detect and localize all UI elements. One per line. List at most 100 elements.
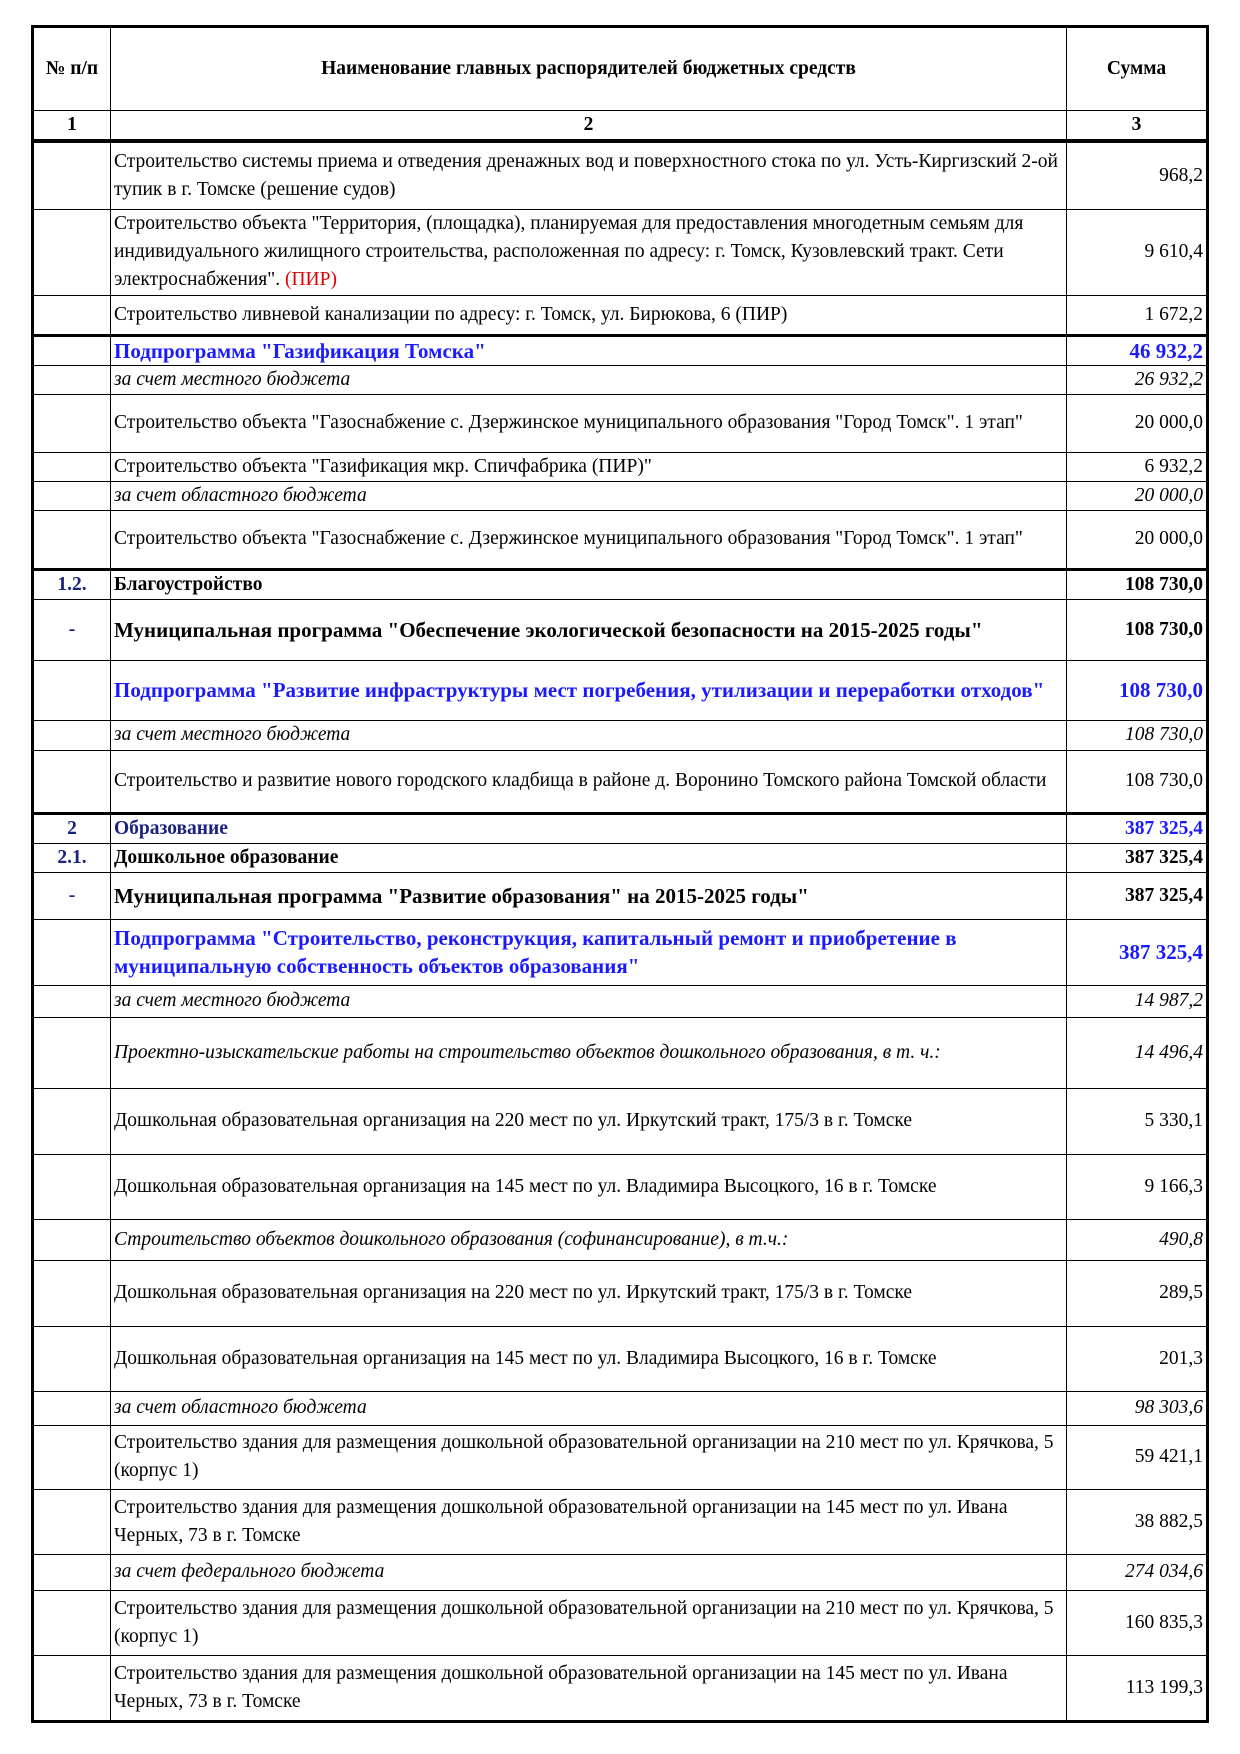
table-row: Строительство объектов дошкольного образ… <box>32 1218 1208 1261</box>
row-name: Муниципальная программа "Обеспечение эко… <box>114 617 983 642</box>
row-name: Дошкольное образование <box>114 846 339 868</box>
row-name-cell: Строительство здания для размещения дошк… <box>110 1424 1067 1490</box>
row-name-cell: Подпрограмма "Развитие инфраструктуры ме… <box>110 659 1067 721</box>
column-number-row: 1 2 3 <box>32 110 1208 143</box>
table-row: - Муниципальная программа "Развитие образ… <box>32 871 1208 920</box>
row-name: Подпрограмма "Строительство, реконструкц… <box>114 926 957 978</box>
row-name: Дошкольная образовательная организация н… <box>114 1347 937 1369</box>
row-name-cell: Строительство здания для размещения дошк… <box>110 1589 1067 1656</box>
row-name-cell: Строительство объекта "Газоснабжение с. … <box>110 509 1067 570</box>
row-number <box>32 294 111 336</box>
row-number: 2.1. <box>32 842 111 873</box>
row-sum: 387 325,4 <box>1066 871 1208 920</box>
table-row: Строительство здания для размещения дошк… <box>32 1589 1208 1656</box>
table-row: Подпрограмма "Строительство, реконструкц… <box>32 918 1208 986</box>
row-sum: 14 987,2 <box>1066 984 1208 1018</box>
row-sum: 160 835,3 <box>1066 1589 1208 1656</box>
table-row: Строительство ливневой канализации по ад… <box>32 294 1208 336</box>
row-sum: 274 034,6 <box>1066 1553 1208 1591</box>
row-name: за счет местного бюджета <box>114 368 351 390</box>
header-name: Наименование главных распорядителей бюдж… <box>110 26 1067 111</box>
table-row: Строительство объекта "Газоснабжение с. … <box>32 509 1208 570</box>
table-row: Строительство объекта "Газификация мкр. … <box>32 451 1208 482</box>
row-name: Подпрограмма "Развитие инфраструктуры ме… <box>114 678 1045 702</box>
row-number <box>32 1325 111 1392</box>
row-name: Строительство системы приема и отведения… <box>114 150 1058 200</box>
row-name-cell: Строительство ливневой канализации по ад… <box>110 294 1067 336</box>
column-number-1: 1 <box>32 110 111 143</box>
row-name: Строительство и развитие нового городско… <box>114 770 1047 791</box>
row-sum: 108 730,0 <box>1066 749 1208 814</box>
row-name-cell: Дошкольное образование <box>110 842 1067 873</box>
row-number <box>32 1424 111 1490</box>
budget-table: № п/п Наименование главных распорядителе… <box>31 25 1209 1723</box>
row-name: Строительство ливневой канализации по ад… <box>114 303 788 325</box>
row-name: Строительство здания для размещения дошк… <box>114 1432 1054 1481</box>
row-number <box>32 1153 111 1220</box>
row-number <box>32 1553 111 1591</box>
row-name: Дошкольная образовательная организация н… <box>114 1110 912 1131</box>
row-name-cell: Строительство объектов дошкольного образ… <box>110 1218 1067 1261</box>
row-sum: 98 303,6 <box>1066 1390 1208 1426</box>
row-number <box>32 509 111 570</box>
row-name: Строительство здания для размещения дошк… <box>114 1496 1008 1546</box>
row-name-cell: Подпрограмма "Строительство, реконструкц… <box>110 918 1067 986</box>
row-name-cell: за счет местного бюджета <box>110 364 1067 395</box>
row-name: за счет областного бюджета <box>114 1397 367 1418</box>
header-sum: Сумма <box>1066 26 1208 111</box>
row-name-cell: Строительство и развитие нового городско… <box>110 749 1067 814</box>
table-row: Строительство объекта "Территория, (площ… <box>32 208 1208 296</box>
table-row: 1.2. Благоустройство 108 730,0 <box>32 567 1208 600</box>
row-name: за счет областного бюджета <box>114 484 367 506</box>
row-sum: 108 730,0 <box>1066 659 1208 721</box>
row-name: Строительство здания для размещения дошк… <box>114 1597 1054 1647</box>
table-row: Строительство системы приема и отведения… <box>32 140 1208 210</box>
header-number: № п/п <box>32 26 111 111</box>
row-name-cell: Дошкольная образовательная организация н… <box>110 1259 1067 1327</box>
table-row: Строительство и развитие нового городско… <box>32 749 1208 814</box>
table-row: Строительство здания для размещения дошк… <box>32 1654 1208 1722</box>
row-number <box>32 1259 111 1327</box>
row-name: Строительство объекта "Газоснабжение с. … <box>114 528 1023 549</box>
table-row: Дошкольная образовательная организация н… <box>32 1325 1208 1392</box>
row-sum: 5 330,1 <box>1066 1087 1208 1155</box>
table-row: Подпрограмма "Развитие инфраструктуры ме… <box>32 659 1208 721</box>
row-sum: 490,8 <box>1066 1218 1208 1261</box>
row-name-cell: за счет областного бюджета <box>110 480 1067 511</box>
row-number <box>32 749 111 814</box>
row-name-cell: Строительство объекта "Газификация мкр. … <box>110 451 1067 482</box>
row-number <box>32 364 111 395</box>
row-sum: 20 000,0 <box>1066 480 1208 511</box>
row-name: Дошкольная образовательная организация н… <box>114 1282 912 1303</box>
row-sum: 20 000,0 <box>1066 509 1208 570</box>
row-name-cell: Строительство здания для размещения дошк… <box>110 1488 1067 1555</box>
table-row: за счет местного бюджета 108 730,0 <box>32 719 1208 751</box>
row-name-cell: за счет федерального бюджета <box>110 1553 1067 1591</box>
row-sum: 289,5 <box>1066 1259 1208 1327</box>
table-row: Строительство объекта "Газоснабжение с. … <box>32 393 1208 453</box>
table-row: Строительство здания для размещения дошк… <box>32 1488 1208 1555</box>
row-sum: 387 325,4 <box>1066 842 1208 873</box>
row-sum: 108 730,0 <box>1066 567 1208 600</box>
row-name-cell: Дошкольная образовательная организация н… <box>110 1325 1067 1392</box>
row-name: Строительство здания для размещения дошк… <box>114 1662 1008 1712</box>
row-number <box>32 719 111 751</box>
row-name: за счет местного бюджета <box>114 990 351 1011</box>
row-name-cell: Строительство объекта "Газоснабжение с. … <box>110 393 1067 453</box>
row-sum: 9 610,4 <box>1066 208 1208 296</box>
row-sum: 20 000,0 <box>1066 393 1208 453</box>
row-name-cell: Строительство объекта "Территория, (площ… <box>110 208 1067 296</box>
row-number <box>32 1589 111 1656</box>
row-number <box>32 1218 111 1261</box>
row-sum: 108 730,0 <box>1066 719 1208 751</box>
row-name: Строительство объекта "Газоснабжение с. … <box>114 412 1023 433</box>
row-name-cell: Образование <box>110 811 1067 844</box>
row-number: 2 <box>32 811 111 844</box>
table-row: 2 Образование 387 325,4 <box>32 811 1208 844</box>
row-sum: 59 421,1 <box>1066 1424 1208 1490</box>
table-row: - Муниципальная программа "Обеспечение эк… <box>32 598 1208 661</box>
row-number <box>32 918 111 986</box>
column-number-3: 3 <box>1066 110 1208 143</box>
row-number: 1.2. <box>32 567 111 600</box>
table-row: Дошкольная образовательная организация н… <box>32 1153 1208 1220</box>
